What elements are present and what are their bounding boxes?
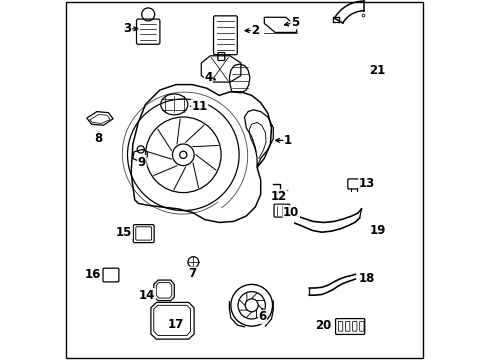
Text: 5: 5 [290,16,299,29]
Text: 14: 14 [139,289,155,302]
Text: 7: 7 [188,267,196,280]
Text: 4: 4 [204,71,212,84]
Text: 9: 9 [138,156,146,168]
Text: 18: 18 [358,273,374,285]
Text: 2: 2 [251,24,259,37]
Text: 3: 3 [123,22,131,35]
Text: 20: 20 [315,319,331,332]
Text: 19: 19 [369,224,385,237]
Text: 8: 8 [94,132,102,145]
Text: 10: 10 [283,206,299,219]
Text: 6: 6 [258,310,266,323]
Text: 12: 12 [270,190,286,203]
Text: 16: 16 [84,268,101,281]
Text: 1: 1 [283,134,291,147]
Text: 21: 21 [369,64,385,77]
Text: 13: 13 [358,177,374,190]
Text: 17: 17 [168,318,184,330]
Text: 15: 15 [116,226,132,239]
Text: 11: 11 [191,100,207,113]
